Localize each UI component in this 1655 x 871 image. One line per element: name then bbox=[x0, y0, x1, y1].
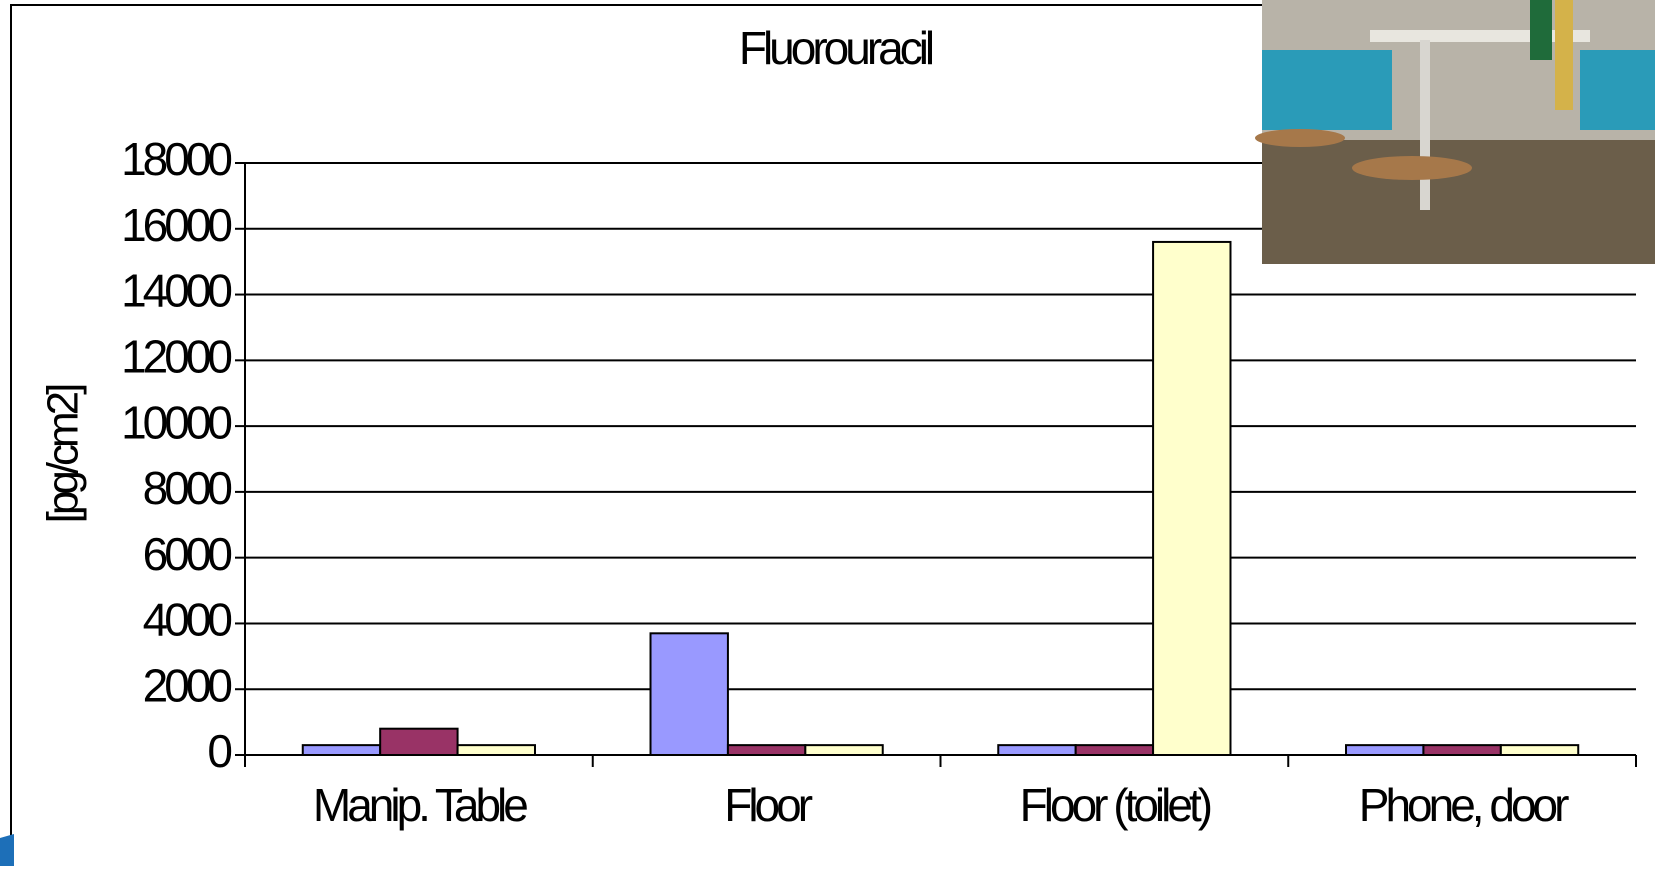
y-tick-label: 14000 bbox=[121, 265, 231, 317]
y-tick-label: 16000 bbox=[121, 199, 231, 251]
bar bbox=[998, 745, 1075, 755]
bar bbox=[1076, 745, 1153, 755]
y-tick-label: 6000 bbox=[143, 528, 232, 580]
bar bbox=[728, 745, 805, 755]
y-tick-label: 2000 bbox=[143, 659, 232, 711]
y-axis-label: [pg/cm2] bbox=[39, 385, 88, 524]
x-tick-label: Floor bbox=[724, 779, 812, 831]
page: {"chart_data": {"type": "bar", "title": … bbox=[0, 0, 1655, 866]
photo bbox=[1255, 0, 1655, 264]
y-tick-label: 4000 bbox=[143, 594, 232, 646]
bar bbox=[805, 745, 882, 755]
y-tick-label: 0 bbox=[207, 725, 231, 777]
y-tick-label: 12000 bbox=[121, 330, 231, 382]
y-tick-label: 10000 bbox=[121, 396, 231, 448]
bar bbox=[380, 729, 457, 755]
chart-title: Fluorouracil bbox=[739, 22, 933, 74]
corner-decoration bbox=[0, 834, 14, 866]
chart: Fluorouracil [pg/cm2] 0 2000 4000 6000 8000 1… bbox=[0, 0, 1655, 866]
y-tick-label: 8000 bbox=[143, 462, 232, 514]
y-tick-label: 18000 bbox=[121, 133, 231, 185]
bar bbox=[303, 745, 380, 755]
bar bbox=[1423, 745, 1500, 755]
bar bbox=[1153, 242, 1230, 755]
bar bbox=[1501, 745, 1578, 755]
bar bbox=[458, 745, 535, 755]
x-tick-label: Manip. Table bbox=[313, 779, 527, 831]
bar bbox=[1346, 745, 1423, 755]
bar bbox=[651, 633, 728, 755]
x-tick-label: Phone, door bbox=[1359, 779, 1569, 831]
x-tick-label: Floor (toilet) bbox=[1020, 779, 1211, 831]
